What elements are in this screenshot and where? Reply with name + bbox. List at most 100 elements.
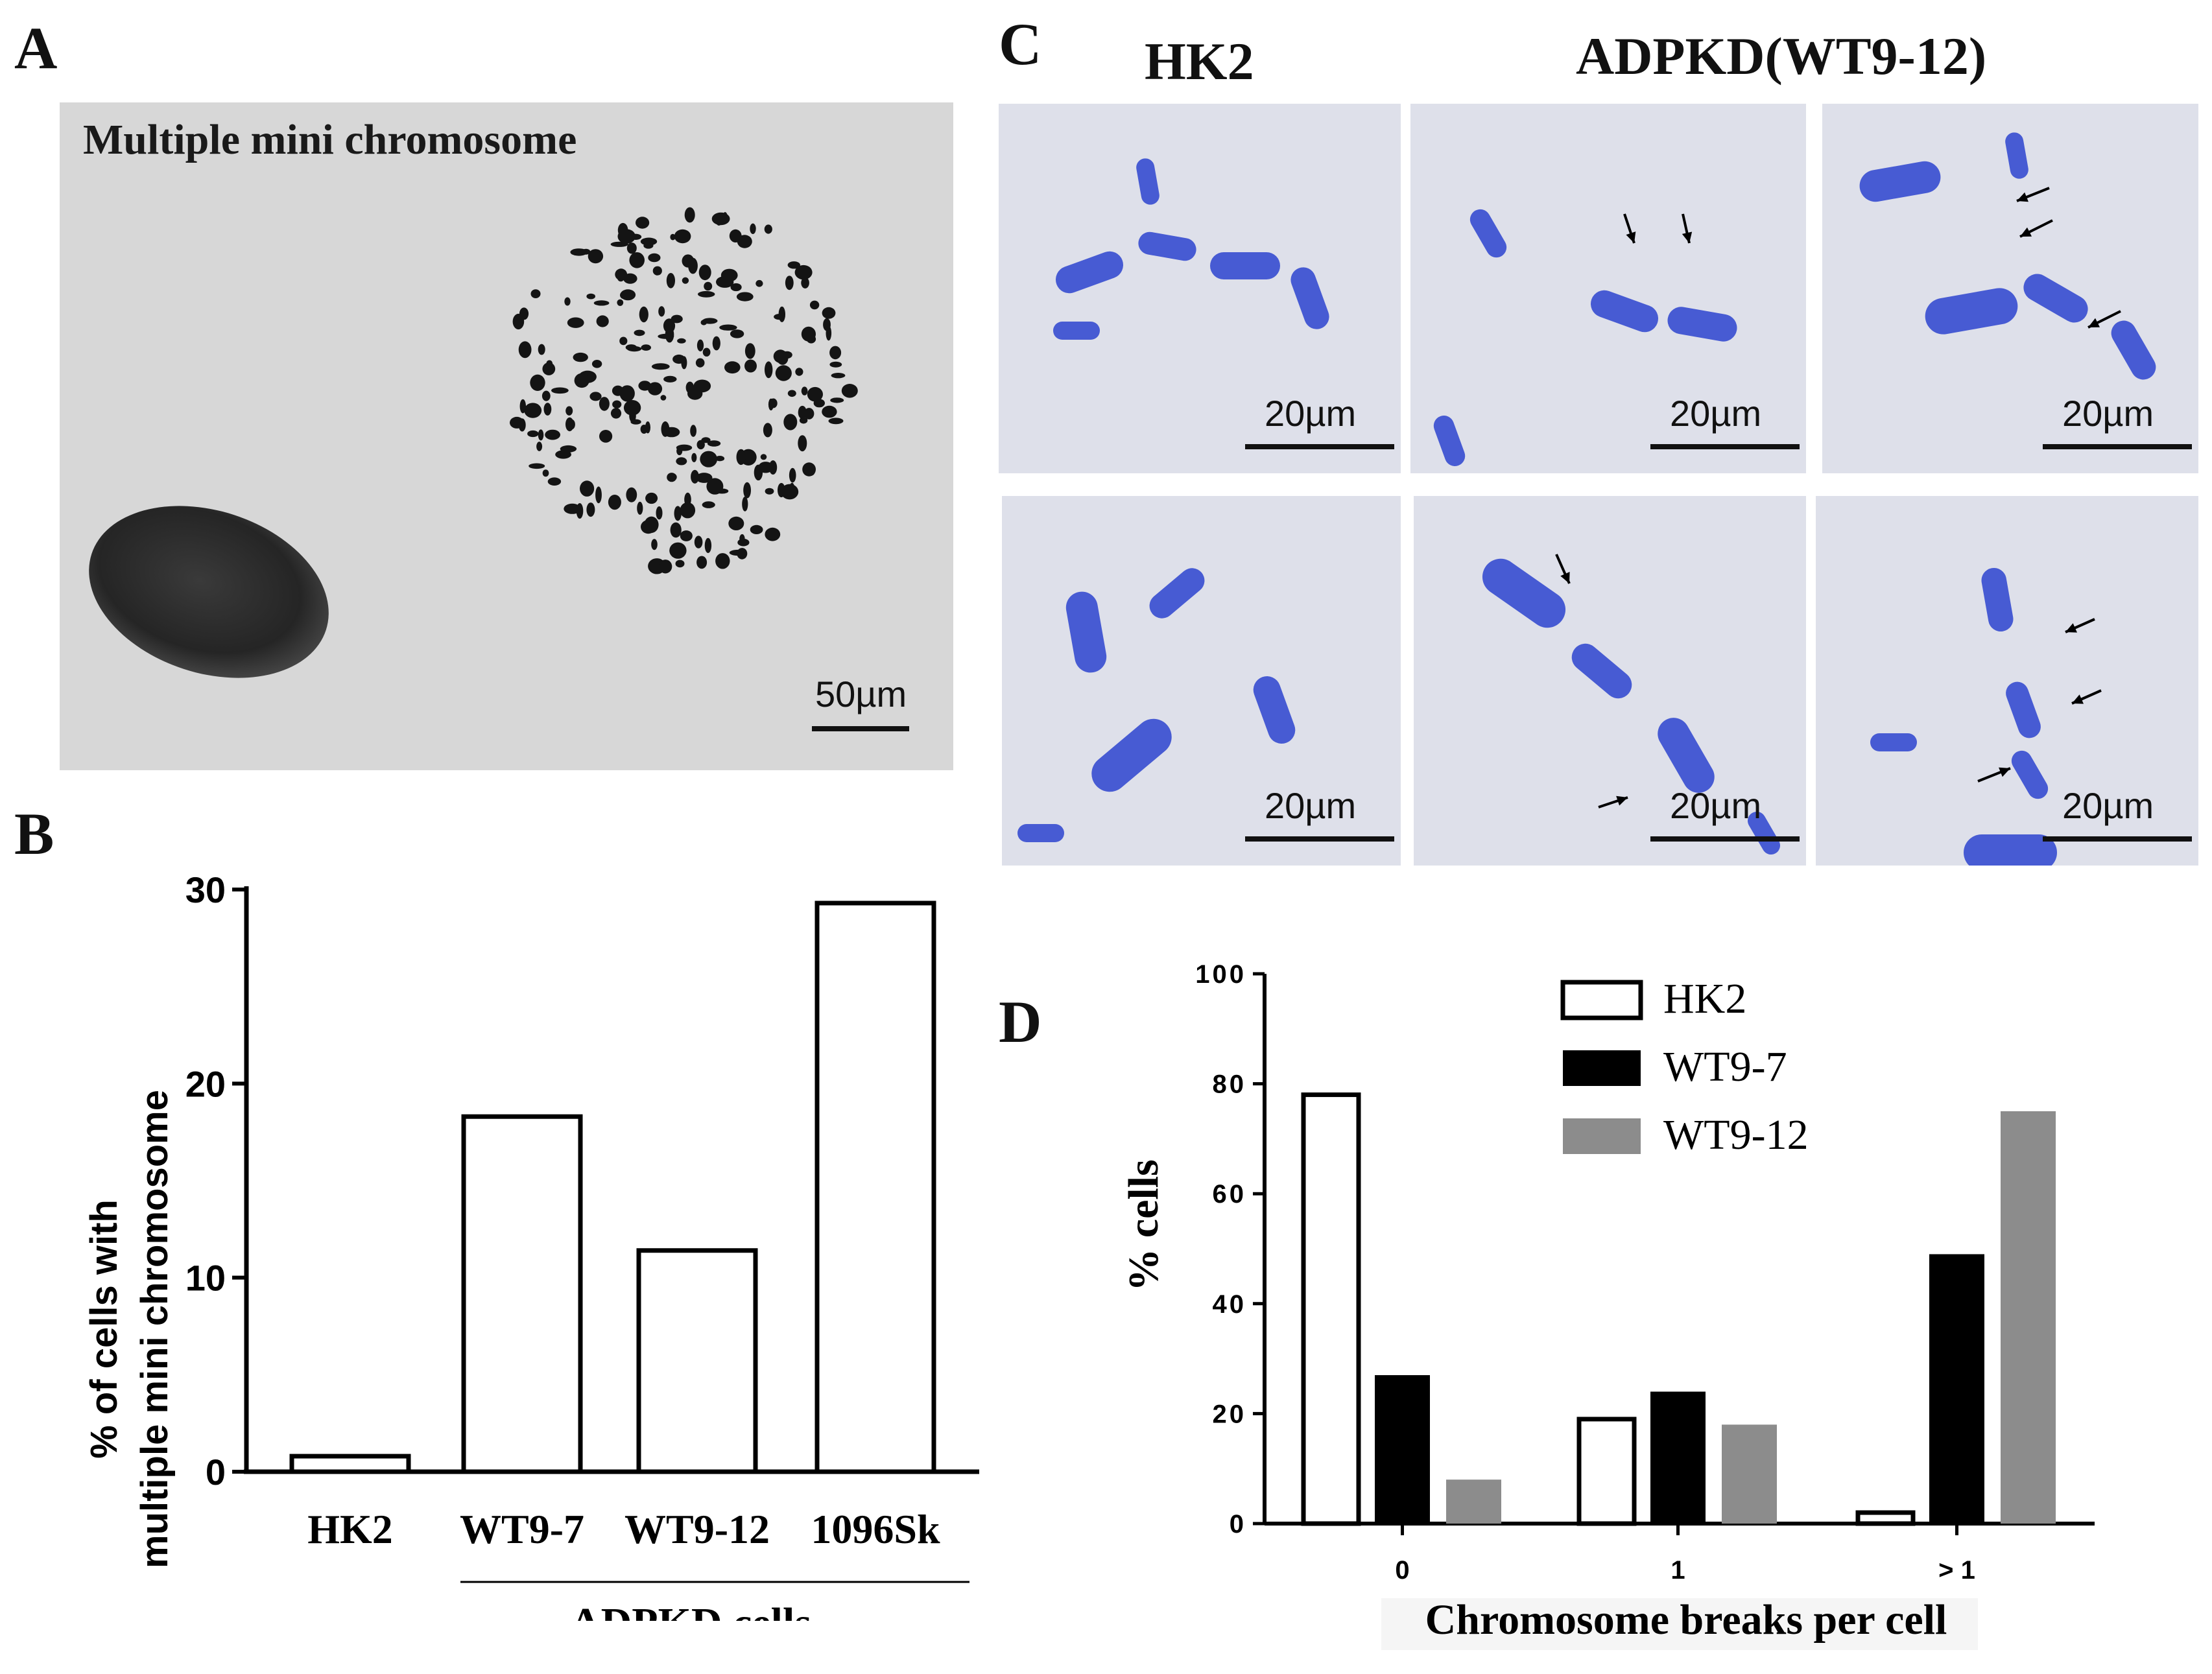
panel-d-xlabel: Chromosome breaks per cell (1425, 1596, 1947, 1644)
mini-chromosome (652, 266, 662, 276)
arrow-head-icon (1560, 572, 1570, 584)
chromosome-micrograph: 20µm (1822, 104, 2198, 473)
mini-chromosome (698, 265, 711, 281)
chromosome (1964, 834, 2057, 866)
scalebar (2043, 444, 2192, 449)
mini-chromosome (542, 362, 556, 375)
chromosome (1433, 415, 1466, 467)
bar (1375, 1375, 1430, 1524)
panel-a-micrograph: Multiple mini chromosome 50µm (60, 102, 953, 770)
chromosome-spread (510, 207, 858, 574)
mini-chromosome (801, 386, 808, 395)
chromosome-micrograph: 20µm (1816, 496, 2198, 866)
panel-b-group-label: ADPKD cells (570, 1599, 811, 1621)
mini-chromosome (623, 400, 641, 416)
mini-chromosome (619, 336, 628, 346)
bar (2001, 1111, 2056, 1524)
mini-chromosome (538, 344, 545, 355)
panel-a-cells (89, 207, 858, 678)
mini-chromosome (736, 449, 746, 466)
panel-d-chart: % cells Chromosome breaks per cell 0 20 40… (1120, 960, 2095, 1650)
mini-chromosome (570, 248, 588, 256)
mini-chromosome (555, 450, 571, 459)
mini-chromosome (799, 417, 808, 424)
legend-swatch (1563, 1118, 1641, 1154)
mini-chromosome (737, 538, 750, 547)
mini-chromosome (518, 341, 532, 359)
mini-chromosome (798, 405, 807, 419)
legend-swatch (1560, 980, 1643, 1020)
x-tick-label: 1 (1671, 1556, 1685, 1585)
chromosome (1981, 567, 2014, 632)
mini-chromosome (750, 525, 763, 535)
mini-chromosome (681, 356, 687, 370)
mini-chromosome (669, 542, 687, 559)
mini-chromosome (798, 435, 807, 452)
mini-chromosome (680, 530, 693, 541)
mini-chromosome (529, 463, 545, 469)
bar (1301, 1092, 1361, 1526)
mini-chromosome (510, 416, 524, 429)
mini-chromosome (742, 497, 748, 512)
mini-chromosome (680, 502, 696, 519)
chromosome (1658, 718, 1715, 793)
scalebar (1650, 836, 1800, 842)
mini-chromosome (701, 437, 711, 443)
mini-chromosome (567, 317, 584, 328)
mini-chromosome (617, 222, 628, 238)
bar (1929, 1254, 1984, 1524)
mini-chromosome (593, 300, 610, 306)
mini-chromosome (663, 375, 677, 383)
bar (289, 1454, 411, 1474)
arrow-head-icon (2017, 192, 2028, 202)
scalebar-label: 20µm (2062, 785, 2154, 826)
mini-chromosome (831, 373, 846, 379)
arrow-head-icon (1626, 231, 1636, 243)
mini-chromosome (648, 253, 661, 263)
mini-chromosome (591, 360, 602, 368)
mini-chromosome (737, 548, 748, 560)
mini-chromosome (536, 442, 543, 451)
scalebar-label: 20µm (1670, 393, 1762, 434)
mini-chromosome (612, 400, 622, 408)
chromosome (2111, 320, 2156, 380)
mini-chromosome (543, 403, 552, 416)
mini-chromosome (512, 313, 525, 330)
mini-chromosome (801, 326, 816, 342)
mini-chromosome (787, 390, 796, 397)
mini-chromosome (580, 480, 595, 497)
arrow-head-icon (1682, 231, 1693, 243)
mini-chromosome (715, 456, 725, 462)
mini-chromosome (595, 486, 602, 504)
mini-chromosome (801, 277, 809, 289)
y-tick-label: 60 (1213, 1180, 1247, 1208)
chromosome (1210, 252, 1280, 279)
mini-chromosome (687, 387, 703, 400)
mini-chromosome (702, 501, 715, 508)
chromosome-micrograph: 20µm (1414, 496, 1806, 866)
mini-chromosome (619, 385, 635, 402)
mini-chromosome (722, 212, 728, 223)
chromosome (1055, 251, 1124, 294)
mini-chromosome (564, 297, 571, 306)
mini-chromosome (568, 419, 575, 430)
mini-chromosome (744, 343, 755, 359)
mini-chromosome (677, 338, 686, 344)
chromosome (1017, 824, 1064, 842)
interphase-nucleus (89, 506, 329, 678)
mini-chromosome (754, 464, 763, 480)
mini-chromosome (803, 408, 815, 419)
mini-chromosome (744, 359, 757, 373)
bar (1855, 1510, 1916, 1526)
legend-label: WT9-7 (1663, 1043, 1787, 1090)
mini-chromosome (608, 495, 621, 510)
arrow-head-icon (2065, 623, 2077, 633)
mini-chromosome (728, 516, 744, 531)
mini-chromosome (783, 414, 798, 430)
mini-chromosome (768, 460, 778, 475)
chromosome (1859, 161, 1941, 202)
panel-label-c: C (999, 11, 1042, 77)
panel-label-b: B (14, 801, 54, 867)
chromosome-figure (1053, 158, 1329, 340)
mini-chromosome (542, 469, 549, 477)
